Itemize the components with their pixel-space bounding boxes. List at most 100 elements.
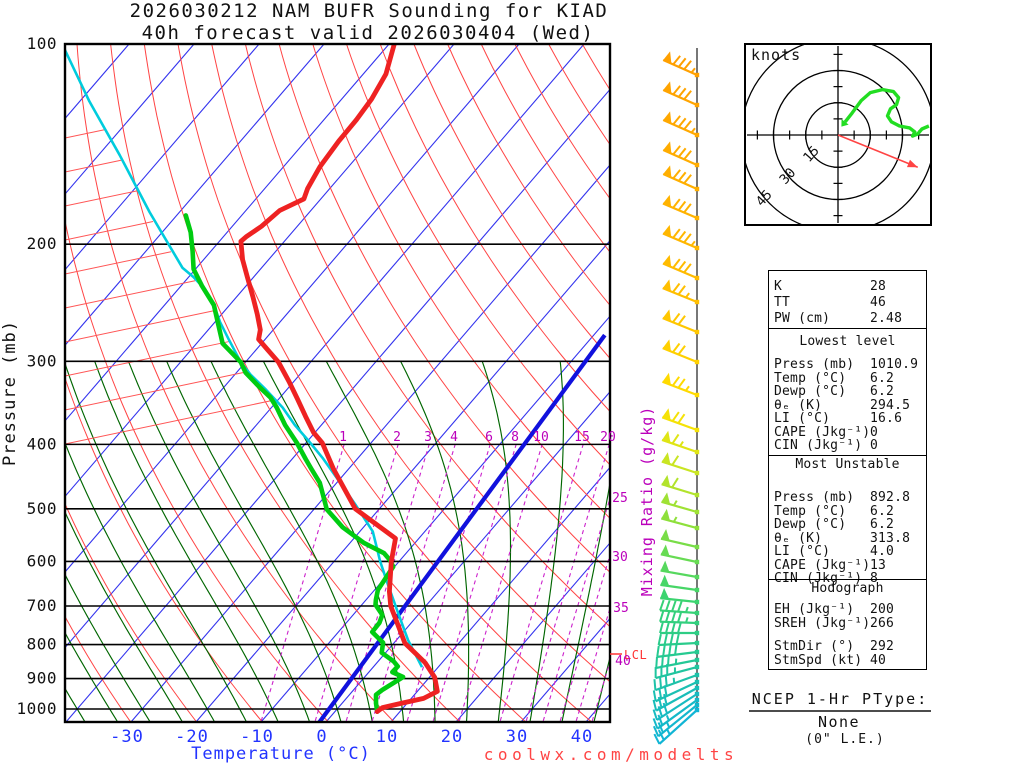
axis-labels: 2026030212 NAM BUFR Sounding for KIAD 40…	[0, 0, 734, 764]
wind-barb	[662, 141, 700, 168]
mixing-ratio-value-label: 1	[339, 430, 347, 445]
temperature-tick-label: -10	[240, 727, 274, 747]
temperature-tick-label: 40	[571, 727, 593, 747]
table-row: EH (Jkg⁻¹) 200	[774, 602, 926, 617]
table-row: Dewp (°C) 6.2	[774, 517, 926, 532]
table-divider	[768, 455, 927, 456]
row-label: θₑ (K)	[774, 530, 823, 546]
table-section-title: Most Unstable	[795, 457, 900, 472]
wind-barb	[662, 309, 700, 335]
table-row: TT 46	[774, 295, 926, 310]
pressure-tick-label: 700	[27, 596, 57, 615]
wind-barb	[661, 408, 700, 433]
pressure-tick-label: 100	[27, 34, 57, 53]
wind-barb	[659, 622, 700, 636]
plot-border	[63, 42, 612, 724]
wind-barb	[660, 529, 700, 550]
table-section-title: Hodograph	[811, 581, 884, 596]
table-row: CIN (Jkg⁻¹) 8	[774, 571, 926, 586]
wind-barb	[652, 685, 700, 712]
wind-barb	[660, 587, 700, 605]
row-label: CIN (Jkg⁻¹)	[774, 438, 863, 453]
mixing-ratio-lines	[260, 443, 610, 722]
wind-barb	[656, 643, 700, 658]
freezing-reference-line	[317, 333, 607, 722]
row-value: 266	[870, 615, 895, 631]
dewpoint-profile	[183, 213, 406, 714]
moist-adiabats	[65, 361, 610, 722]
temperature-tick-label: 30	[506, 727, 528, 747]
row-label: CIN (Jkg⁻¹)	[774, 571, 863, 586]
table-row: CAPE (Jkg⁻¹) 13	[774, 558, 926, 573]
row-value: 2.48	[870, 311, 903, 327]
mixing-ratio-axis-label: Mixing Ratio (g/kg)	[638, 406, 656, 597]
hodograph-units-label: knots	[751, 46, 801, 64]
row-label: Temp (°C)	[774, 503, 847, 519]
wind-barb	[653, 707, 700, 745]
wind-barb	[662, 372, 700, 398]
ptype-heading: NCEP 1-Hr PType:	[752, 690, 929, 708]
pressure-tick-label: 800	[27, 635, 57, 654]
row-value: 1010.9	[870, 357, 919, 372]
row-label: Dewp (°C)	[774, 517, 847, 532]
row-value: 28	[870, 279, 887, 294]
table-row: θₑ (K) 294.5	[774, 398, 926, 413]
row-label: Press (mb)	[774, 357, 855, 372]
wind-barb	[657, 633, 700, 647]
table-row: StmDir (°) 292	[774, 639, 926, 654]
row-label: LI (°C)	[774, 411, 831, 426]
row-label: StmSpd (kt)	[774, 652, 863, 668]
table-row: PW (cm) 2.48	[774, 311, 926, 326]
mixing-ratio-value-label: 8	[511, 430, 519, 445]
wind-barb	[662, 165, 700, 192]
temperature-tick-label: -20	[175, 727, 209, 747]
wind-barb	[655, 654, 700, 670]
skewt-background	[65, 44, 610, 722]
row-label: CAPE (Jkg⁻¹)	[774, 557, 871, 573]
wind-barb	[661, 492, 700, 515]
wind-barb	[661, 430, 700, 455]
mixing-ratio-edge-label: 40	[615, 654, 631, 669]
table-divider	[768, 327, 927, 329]
row-label: CAPE (Jkg⁻¹)	[774, 424, 871, 440]
mixing-ratio-value-label: 10	[533, 430, 549, 445]
mixing-ratio-edge-label: 35	[613, 601, 629, 616]
isotherms	[65, 44, 610, 722]
wind-barb	[659, 599, 700, 616]
wind-barb	[662, 224, 700, 251]
mixing-ratio-edge-label: 25	[612, 491, 628, 506]
row-label: K	[774, 279, 783, 294]
row-value: 40	[870, 652, 887, 668]
table-row: CIN (Jkg⁻¹) 0	[774, 438, 926, 453]
table-divider	[768, 579, 927, 580]
row-label: Dewp (°C)	[774, 384, 847, 399]
table-row: Temp (°C) 6.2	[774, 371, 926, 386]
ptype-value: None	[818, 713, 860, 731]
title-line2: 40h forecast valid 2026030404 (Wed)	[142, 22, 595, 44]
row-value: 8	[870, 571, 879, 586]
temperature-tick-label: 20	[441, 727, 463, 747]
table-row: K 28	[774, 279, 926, 294]
pressure-tick-label: 200	[27, 234, 57, 253]
table-row: LI (°C) 16.6	[774, 411, 926, 426]
table-row: θₑ (K) 313.8	[774, 531, 926, 546]
temperature-tick-label: 10	[376, 727, 398, 747]
wind-barb-column	[652, 48, 700, 745]
row-label: SREH (Jkg⁻¹)	[774, 615, 871, 631]
mixing-ratio-value-label: 4	[450, 430, 458, 445]
table-row: Temp (°C) 6.2	[774, 504, 926, 519]
row-label: EH (Jkg⁻¹)	[774, 602, 855, 617]
wind-barb	[660, 544, 700, 565]
row-value: 46	[870, 295, 887, 311]
row-label: θₑ (K)	[774, 397, 823, 413]
ptype-note: (0" L.E.)	[805, 732, 884, 747]
row-value: 0	[870, 424, 879, 440]
wind-barb	[661, 474, 700, 498]
dry-adiabats	[65, 44, 610, 722]
ptype-block: NCEP 1-Hr PType: None (0" L.E.)	[749, 690, 931, 747]
temperature-profile	[238, 44, 440, 714]
wind-barb	[662, 51, 700, 78]
